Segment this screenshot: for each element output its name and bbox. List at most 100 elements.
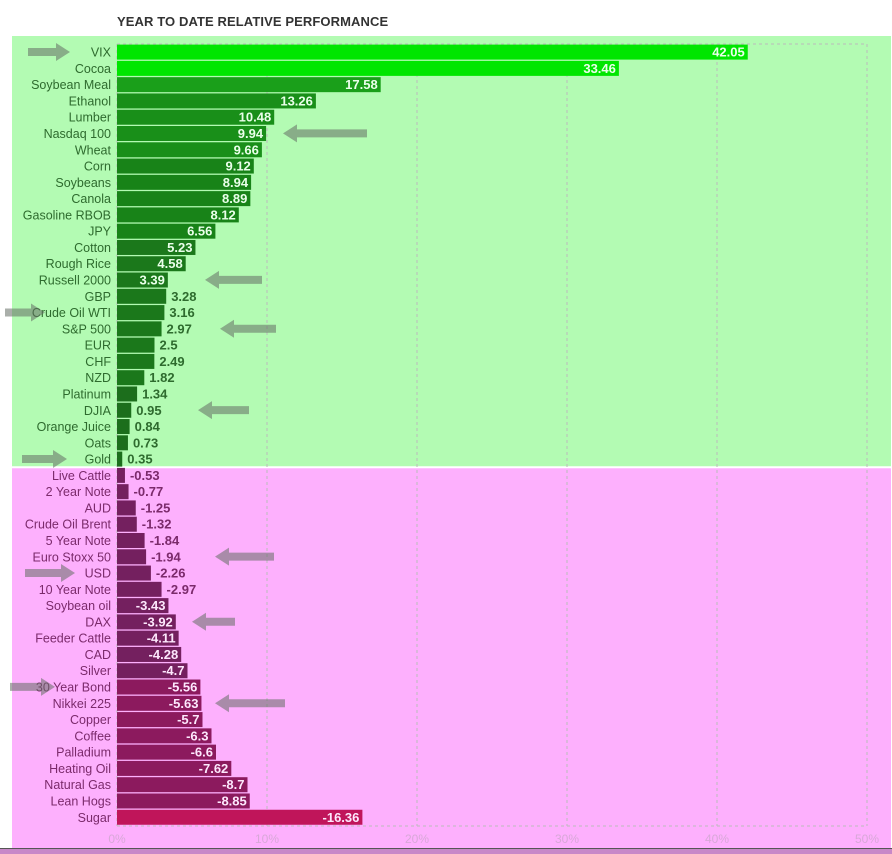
value-label: 0.84 [135, 419, 161, 434]
bar [117, 712, 203, 728]
category-label: CAD [85, 648, 111, 662]
category-label: S&P 500 [62, 322, 111, 336]
bar [117, 500, 136, 516]
highlight-arrow-icon [10, 677, 55, 696]
bar [117, 516, 137, 532]
category-label: Lean Hogs [51, 794, 111, 808]
bar [117, 419, 130, 435]
category-label: AUD [85, 501, 111, 515]
category-label: Soybeans [55, 176, 111, 190]
bar [117, 174, 252, 190]
highlight-arrow-icon [215, 694, 285, 713]
bar [117, 93, 316, 109]
category-label: Cocoa [75, 62, 111, 76]
value-label: 3.16 [169, 305, 194, 320]
value-label: 0.73 [133, 435, 158, 450]
bar [117, 126, 267, 141]
category-label: Gold [85, 453, 111, 467]
value-label: -3.43 [136, 598, 166, 613]
category-label: Copper [70, 713, 111, 727]
value-label: 42.05 [712, 45, 745, 60]
bar [117, 435, 128, 451]
bar [117, 402, 132, 418]
x-tick-label: 10% [255, 832, 279, 846]
category-label: Platinum [62, 387, 111, 401]
category-label: Soybean oil [46, 599, 111, 613]
value-label: -4.28 [149, 647, 179, 662]
bar [117, 793, 250, 809]
chart-title: YEAR TO DATE RELATIVE PERFORMANCE [117, 14, 389, 29]
category-label: Coffee [74, 729, 111, 743]
x-tick-label: 50% [855, 832, 879, 846]
bar [117, 777, 248, 793]
value-label: 0.95 [136, 403, 161, 418]
category-label: Rough Rice [46, 257, 111, 271]
category-label: Orange Juice [37, 420, 111, 434]
bar [117, 614, 176, 630]
highlight-arrow-icon [205, 270, 262, 289]
category-label: Nikkei 225 [53, 697, 111, 711]
value-label: -1.84 [150, 533, 180, 548]
category-label: Ethanol [69, 94, 111, 108]
bar [117, 272, 168, 288]
value-label: 9.12 [225, 159, 250, 174]
category-label: DAX [85, 615, 111, 629]
category-label: Palladium [56, 746, 111, 760]
value-label: -5.56 [168, 680, 198, 695]
category-label: Soybean Meal [31, 78, 111, 92]
value-label: -8.85 [217, 793, 247, 808]
bar [117, 60, 619, 76]
value-label: -6.6 [191, 745, 213, 760]
value-label: 8.94 [223, 175, 249, 190]
value-label: 3.39 [140, 273, 165, 288]
category-label: Wheat [75, 143, 112, 157]
highlight-arrow-icon [198, 401, 249, 420]
bar [117, 728, 212, 744]
category-label: Lumber [69, 111, 111, 125]
bar [117, 809, 363, 825]
highlight-arrow-icon [25, 563, 75, 582]
bar [117, 451, 123, 467]
bar [117, 158, 254, 174]
value-label: 5.23 [167, 240, 192, 255]
bar [117, 239, 196, 255]
bar [117, 370, 145, 386]
bar [117, 288, 167, 304]
category-label: Russell 2000 [39, 274, 111, 288]
value-label: -7.62 [199, 761, 229, 776]
value-label: 2.97 [167, 321, 192, 336]
category-label: Heating Oil [49, 762, 111, 776]
x-tick-label: 40% [705, 832, 729, 846]
x-tick-label: 30% [555, 832, 579, 846]
value-label: -1.94 [151, 549, 181, 564]
category-label: Crude Oil WTI [32, 306, 111, 320]
highlight-arrow-icon [215, 547, 274, 566]
category-label: Live Cattle [52, 469, 111, 483]
bar [117, 630, 179, 646]
bar [117, 484, 129, 500]
value-label: -1.25 [141, 500, 171, 515]
bar [117, 744, 216, 760]
category-label: DJIA [84, 404, 112, 418]
bar [117, 321, 162, 337]
value-label: -4.11 [147, 631, 176, 646]
value-label: 33.46 [583, 61, 616, 76]
bar [117, 663, 188, 679]
bar [117, 533, 145, 548]
value-label: -2.97 [167, 582, 197, 597]
bar [117, 679, 201, 695]
value-label: 1.34 [142, 386, 168, 401]
category-label: 2 Year Note [46, 485, 111, 499]
highlight-arrow-icon [283, 124, 367, 143]
value-label: -1.32 [142, 517, 172, 532]
value-label: -0.77 [134, 484, 164, 499]
value-label: -5.7 [177, 712, 199, 727]
category-label: 10 Year Note [39, 583, 111, 597]
bar [117, 109, 275, 125]
highlight-arrow-icon [28, 43, 70, 61]
category-label: GBP [85, 290, 111, 304]
value-label: 2.49 [159, 354, 184, 369]
category-label: Crude Oil Brent [25, 518, 112, 532]
x-tick-label: 20% [405, 832, 429, 846]
bar [117, 646, 182, 662]
